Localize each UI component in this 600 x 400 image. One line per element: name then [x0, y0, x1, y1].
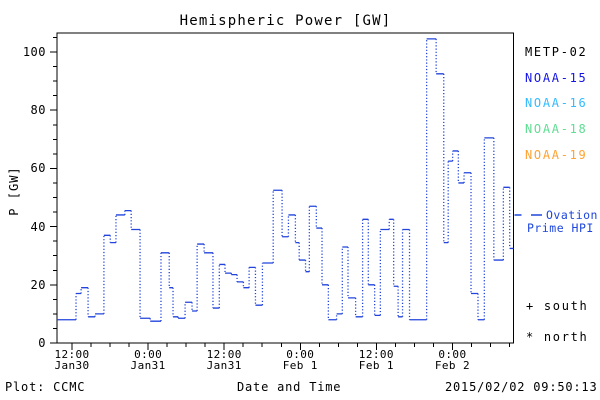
plot-frame	[56, 32, 514, 344]
ovation-label-line1: Ovation	[546, 208, 598, 222]
y-tick-label-100: 100	[22, 45, 46, 59]
x-tick-label-3: 0:00 Feb 1	[282, 348, 318, 372]
hpi-step-line	[57, 38, 514, 322]
y-tick-label-40: 40	[30, 219, 46, 234]
south-symbol-key: + south	[526, 299, 589, 313]
ovation-label-line2: Prime HPI	[527, 221, 594, 235]
axis-ticks	[50, 36, 511, 350]
y-tick-label-80: 80	[30, 103, 46, 118]
x-axis-title: Date and Time	[237, 380, 342, 394]
hpi-step-connectors	[75, 38, 511, 322]
x-tick-label-1: 0:00 Jan31	[130, 348, 166, 372]
y-tick-label-0: 0	[38, 336, 46, 350]
north-symbol-key: * north	[526, 330, 589, 344]
x-tick-label-0: 12:00 Jan30	[54, 348, 90, 372]
legend-item-noaa-15: NOAA-15	[525, 70, 588, 85]
legend-item-noaa-18: NOAA-18	[525, 122, 588, 137]
plot-credit: Plot: CCMC	[5, 380, 86, 394]
generation-timestamp: 2015/02/02 09:50:13	[445, 380, 598, 394]
legend-item-noaa-19: NOAA-19	[525, 147, 588, 162]
x-tick-label-5: 0:00 Feb 2	[434, 348, 470, 372]
legend-item-metp-02: METP-02	[525, 45, 588, 59]
y-tick-label-20: 20	[30, 277, 46, 292]
x-tick-label-4: 12:00 Feb 1	[358, 348, 394, 372]
legend-item-noaa-16: NOAA-16	[525, 96, 588, 111]
chart-title: Hemispheric Power [GW]	[179, 13, 392, 29]
x-tick-label-2: 12:00 Jan31	[206, 348, 242, 372]
y-tick-label-60: 60	[30, 161, 46, 176]
